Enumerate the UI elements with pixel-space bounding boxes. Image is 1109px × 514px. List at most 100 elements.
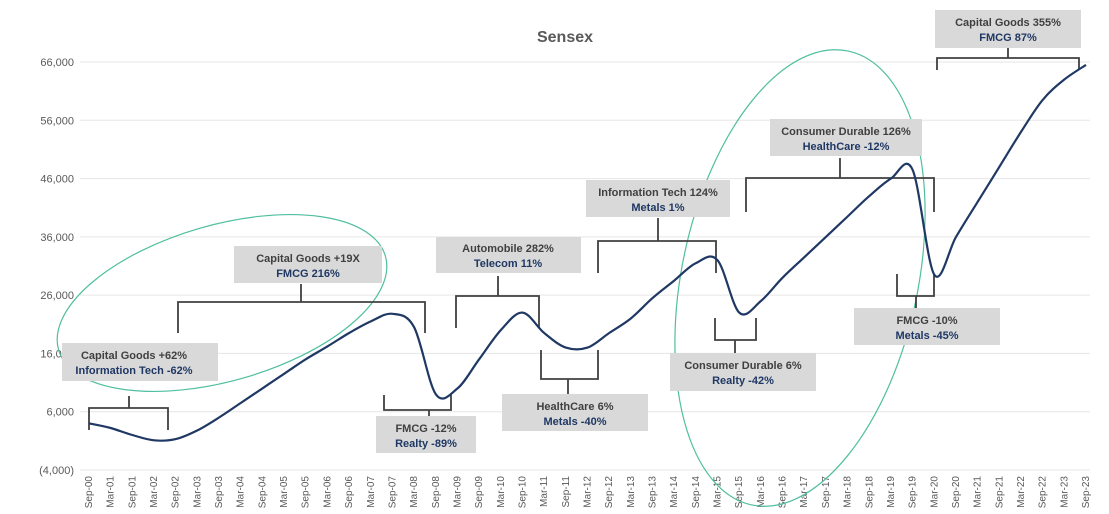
annotation-4: Automobile 282% Telecom 11% xyxy=(436,237,581,273)
y-tick-label: (4,000) xyxy=(39,465,74,477)
x-tick-label: Mar-04 xyxy=(236,476,247,508)
annotation-10-line1: Capital Goods 355% xyxy=(955,17,1061,29)
chart-title: Sensex xyxy=(537,29,593,46)
annotation-8: Consumer Durable 126% HealthCare -12% xyxy=(770,119,922,156)
x-tick-label: Mar-10 xyxy=(496,476,507,508)
x-tick-label: Sep-06 xyxy=(344,476,355,509)
x-tick-label: Sep-10 xyxy=(517,476,528,509)
annotation-9: FMCG -10% Metals -45% xyxy=(854,308,1000,345)
x-tick-label: Sep-07 xyxy=(387,476,398,509)
x-tick-label: Mar-07 xyxy=(366,476,377,508)
x-tick-label: Mar-12 xyxy=(583,476,594,508)
x-tick-label: Mar-15 xyxy=(713,476,724,508)
x-tick-label: Sep-23 xyxy=(1081,476,1092,509)
y-axis: (4,000)6,00016,00026,00036,00046,00056,0… xyxy=(39,57,74,477)
x-tick-label: Mar-17 xyxy=(799,476,810,508)
brace-2 xyxy=(177,284,426,333)
y-tick-label: 46,000 xyxy=(40,174,74,186)
brace-9 xyxy=(896,274,935,309)
x-tick-label: Mar-22 xyxy=(1016,476,1027,508)
annotation-5: HealthCare 6% Metals -40% xyxy=(502,394,648,431)
annotation-10-line2: FMCG 87% xyxy=(979,32,1037,44)
annotation-9-line1: FMCG -10% xyxy=(896,315,957,327)
annotation-5-line2: Metals -40% xyxy=(544,416,607,428)
x-tick-label: Mar-14 xyxy=(669,476,680,508)
annotation-1-line2: Information Tech -62% xyxy=(75,365,192,377)
x-tick-label: Sep-13 xyxy=(648,476,659,509)
annotation-3: FMCG -12% Realty -89% xyxy=(376,416,476,453)
annotation-7-line1: Consumer Durable 6% xyxy=(684,360,802,372)
x-tick-label: Mar-02 xyxy=(149,476,160,508)
brace-8 xyxy=(745,158,935,212)
x-tick-label: Mar-13 xyxy=(626,476,637,508)
annotation-2-line2: FMCG 216% xyxy=(276,268,340,280)
annotation-4-line2: Telecom 11% xyxy=(474,258,542,270)
annotation-6-line2: Metals 1% xyxy=(631,202,684,214)
x-tick-label: Sep-15 xyxy=(734,476,745,509)
brace-7 xyxy=(714,318,757,354)
annotation-8-line1: Consumer Durable 126% xyxy=(781,126,911,138)
sensex-line xyxy=(88,63,1087,442)
x-tick-label: Sep-14 xyxy=(691,476,702,509)
x-axis: Sep-00 Mar-01 Sep-01 Mar-02 Sep-02 Mar-03 Sep-… xyxy=(84,476,1092,509)
annotation-6: Information Tech 124% Metals 1% xyxy=(586,180,730,217)
x-tick-label: Sep-05 xyxy=(301,476,312,509)
brace-3 xyxy=(383,395,452,416)
x-tick-label: Sep-17 xyxy=(821,476,832,509)
x-tick-label: Sep-03 xyxy=(214,476,225,509)
annotation-6-line1: Information Tech 124% xyxy=(598,187,718,199)
brace-10 xyxy=(936,48,1080,70)
annotation-7-line2: Realty -42% xyxy=(712,375,774,387)
annotation-10: Capital Goods 355% FMCG 87% xyxy=(935,10,1081,48)
x-tick-label: Sep-21 xyxy=(994,476,1005,509)
annotation-9-line2: Metals -45% xyxy=(896,330,959,342)
x-tick-label: Sep-09 xyxy=(474,476,485,509)
x-tick-label: Mar-18 xyxy=(843,476,854,508)
x-tick-label: Mar-21 xyxy=(973,476,984,508)
x-tick-label: Mar-09 xyxy=(452,476,463,508)
x-tick-label: Mar-11 xyxy=(539,476,550,507)
x-tick-label: Sep-18 xyxy=(864,476,875,509)
y-tick-label: 6,000 xyxy=(46,407,74,419)
brace-4 xyxy=(455,276,540,328)
annotation-3-line2: Realty -89% xyxy=(395,438,457,450)
annotation-4-line1: Automobile 282% xyxy=(462,243,554,255)
x-tick-label: Mar-06 xyxy=(322,476,333,508)
x-tick-label: Sep-00 xyxy=(84,476,95,509)
y-tick-label: 36,000 xyxy=(40,232,74,244)
brace-5 xyxy=(540,350,599,395)
x-tick-label: Sep-20 xyxy=(951,476,962,509)
gridlines xyxy=(80,61,1090,471)
annotation-1-line1: Capital Goods +62% xyxy=(81,350,187,362)
annotation-2: Capital Goods +19X FMCG 216% xyxy=(234,246,382,283)
x-tick-label: Sep-22 xyxy=(1038,476,1049,509)
annotation-8-line2: HealthCare -12% xyxy=(803,141,890,153)
y-tick-label: 66,000 xyxy=(40,57,74,69)
annotation-3-line1: FMCG -12% xyxy=(395,423,456,435)
x-tick-label: Mar-23 xyxy=(1059,476,1070,508)
x-tick-label: Mar-08 xyxy=(409,476,420,508)
x-tick-label: Sep-04 xyxy=(257,476,268,509)
x-tick-label: Sep-12 xyxy=(604,476,615,509)
x-tick-label: Mar-01 xyxy=(106,476,117,508)
y-tick-label: 26,000 xyxy=(40,290,74,302)
annotation-2-line1: Capital Goods +19X xyxy=(256,253,360,265)
x-tick-label: Mar-19 xyxy=(886,476,897,508)
highlight-ellipse-2002-2008 xyxy=(56,213,388,393)
y-tick-label: 56,000 xyxy=(40,115,74,127)
x-tick-label: Sep-08 xyxy=(431,476,442,509)
x-tick-label: Mar-20 xyxy=(929,476,940,508)
brace-6 xyxy=(597,218,717,273)
brace-1 xyxy=(88,396,169,430)
x-tick-label: Mar-05 xyxy=(279,476,290,508)
x-tick-label: Sep-16 xyxy=(778,476,789,509)
annotation-5-line1: HealthCare 6% xyxy=(536,401,613,413)
x-tick-label: Sep-02 xyxy=(171,476,182,509)
x-tick-label: Mar-16 xyxy=(756,476,767,508)
x-tick-label: Sep-01 xyxy=(127,476,138,509)
annotation-1: Capital Goods +62% Information Tech -62% xyxy=(62,343,218,381)
x-tick-label: Sep-19 xyxy=(908,476,919,509)
x-tick-label: Mar-03 xyxy=(192,476,203,508)
x-tick-label: Sep-11 xyxy=(561,476,572,508)
